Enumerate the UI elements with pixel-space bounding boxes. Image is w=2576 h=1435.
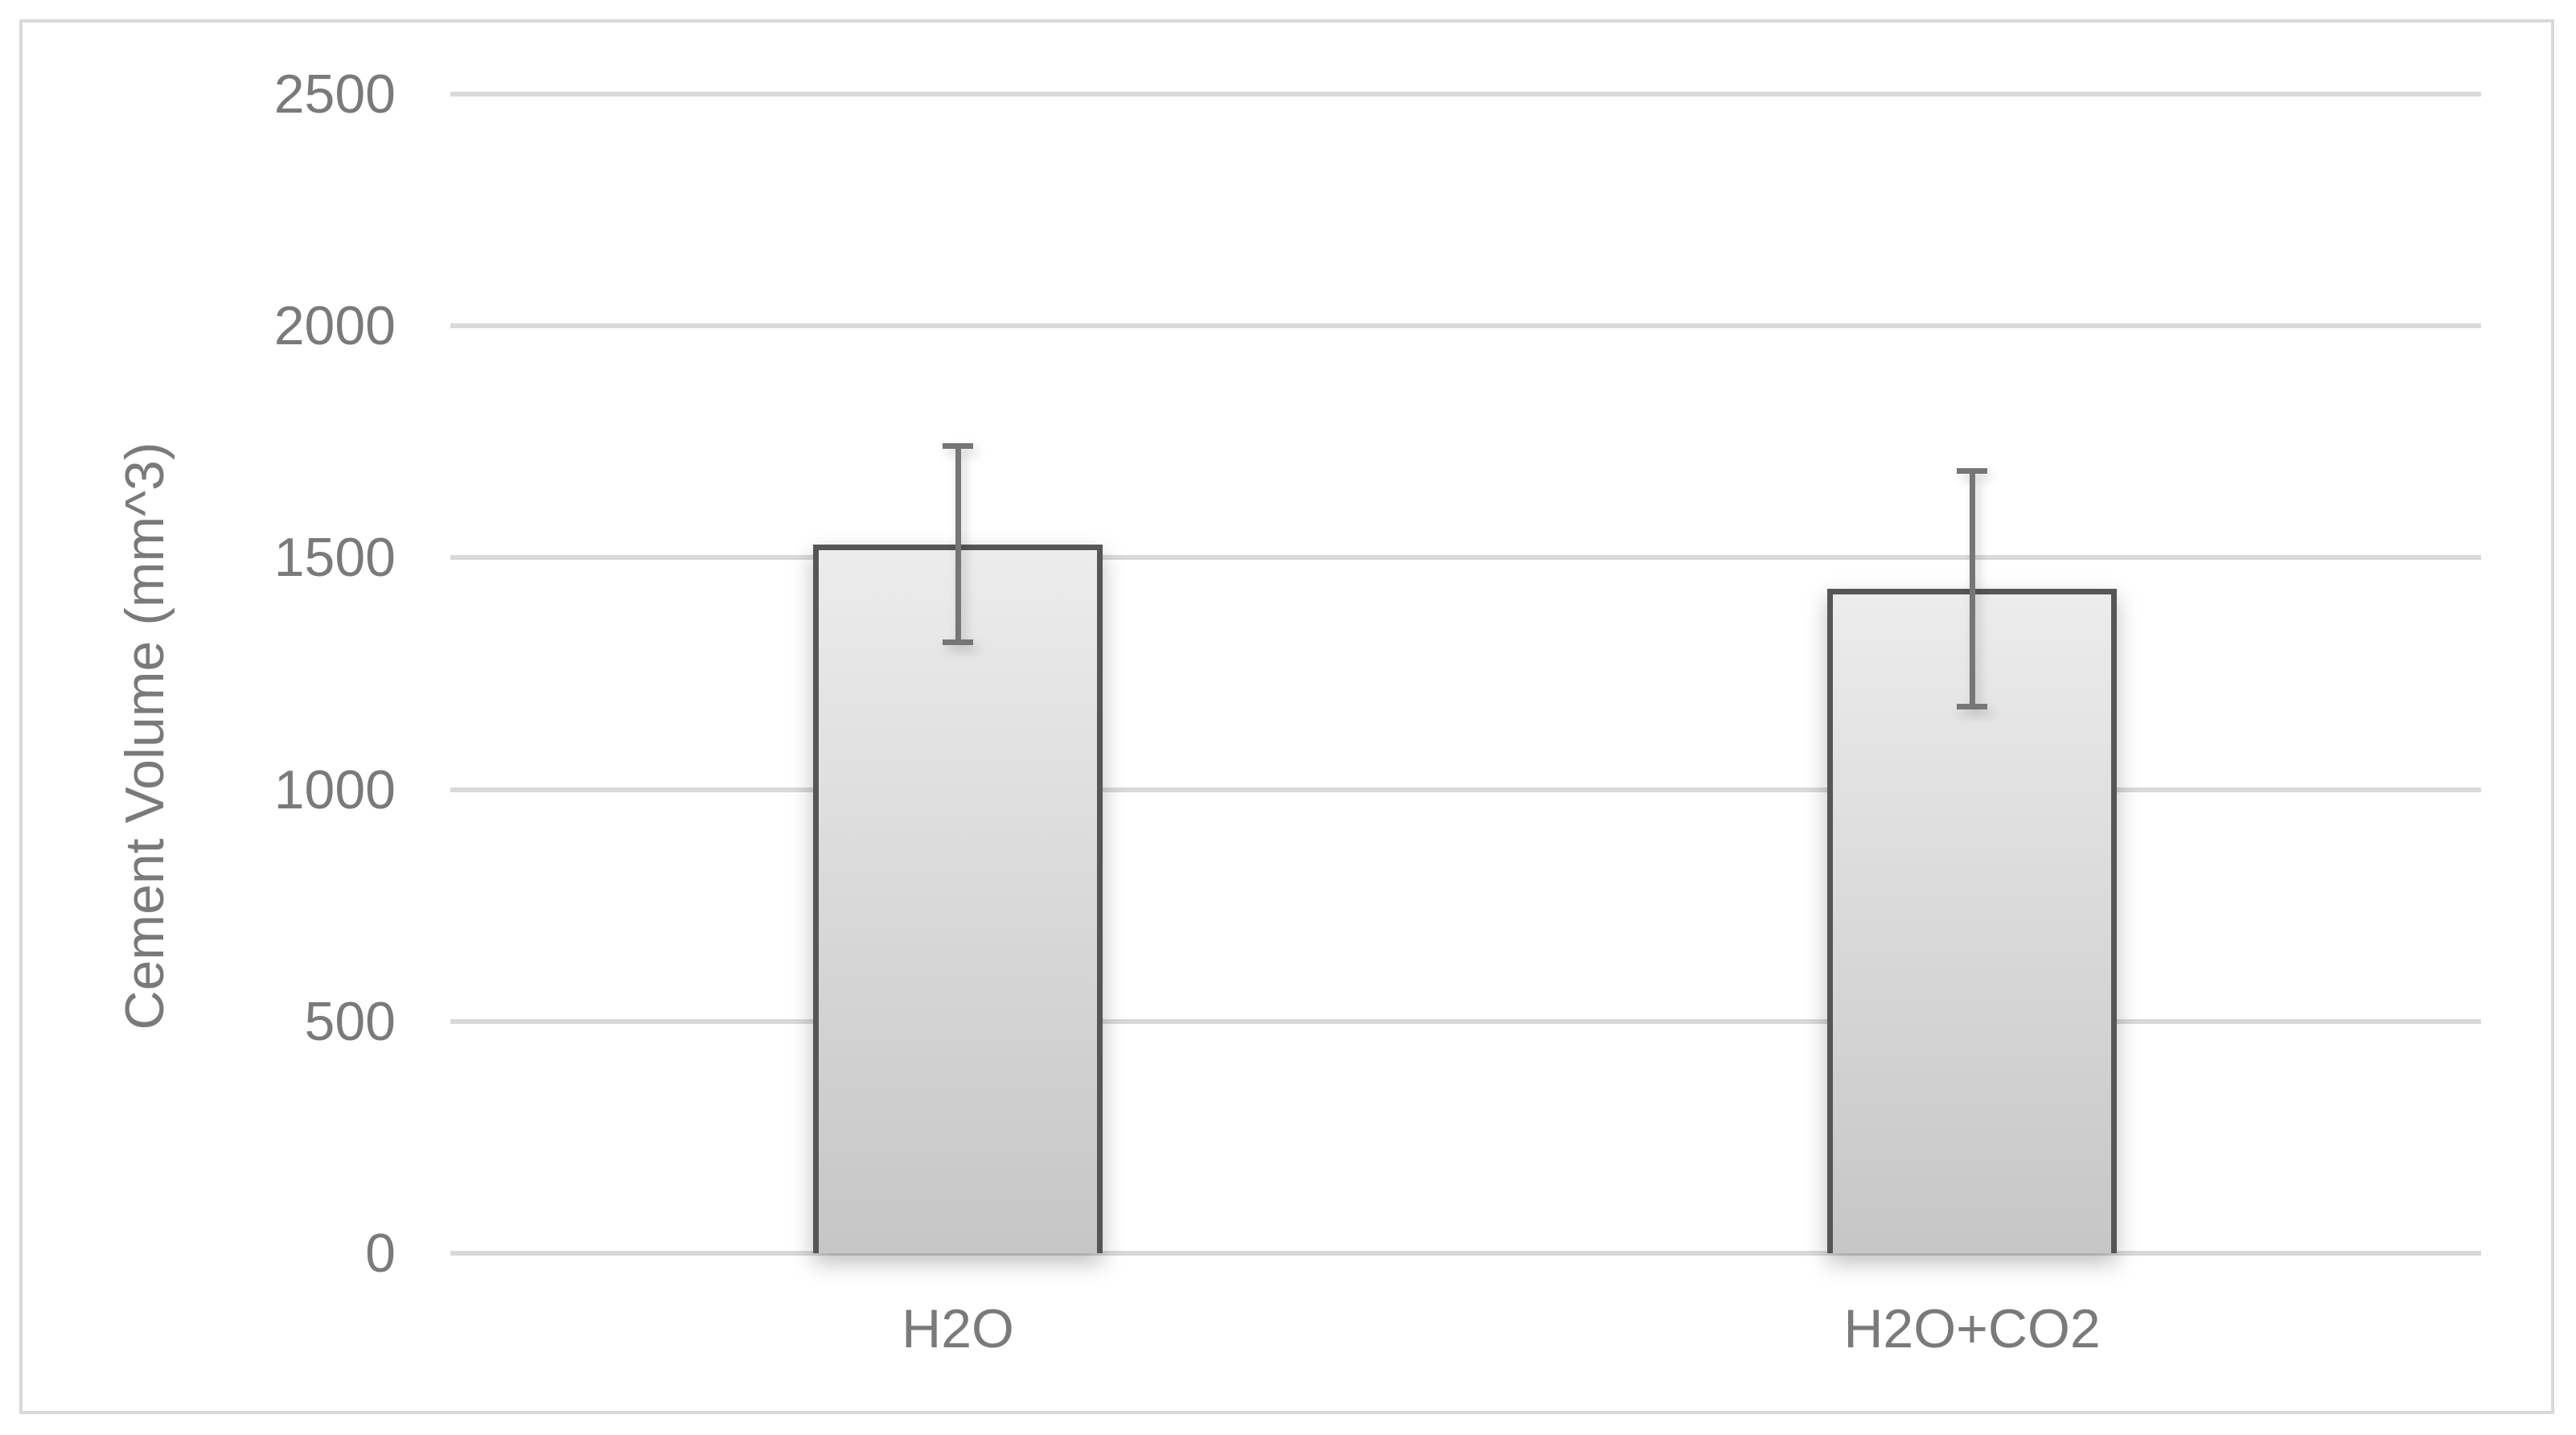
error-bar-stem <box>955 443 961 646</box>
x-category-label-h2o-co2: H2O+CO2 <box>1843 1298 2101 1359</box>
gridline-0 <box>450 1251 2481 1256</box>
x-category-label-h2o: H2O <box>902 1298 1014 1359</box>
error-bar-bottom-cap <box>1957 704 1987 710</box>
y-tick-label-2000: 2000 <box>273 295 396 357</box>
gridline-2500 <box>450 92 2481 97</box>
gridline-2000 <box>450 323 2481 329</box>
gridline-500 <box>450 1018 2481 1024</box>
y-tick-label-1500: 1500 <box>273 527 396 589</box>
y-tick-label-1000: 1000 <box>273 759 396 820</box>
error-bar-bottom-cap <box>943 639 973 646</box>
gridline-1500 <box>450 555 2481 561</box>
chart-border <box>19 19 2554 1414</box>
y-tick-label-0: 0 <box>365 1223 396 1284</box>
error-bar-h2o-co2 <box>1957 467 1987 710</box>
error-bar-stem <box>1969 467 1975 710</box>
y-tick-label-2500: 2500 <box>273 64 396 125</box>
y-tick-label-500: 500 <box>304 990 396 1052</box>
gridline-1000 <box>450 787 2481 792</box>
error-bar-h2o <box>943 443 973 646</box>
bar-h2o <box>813 544 1103 1253</box>
